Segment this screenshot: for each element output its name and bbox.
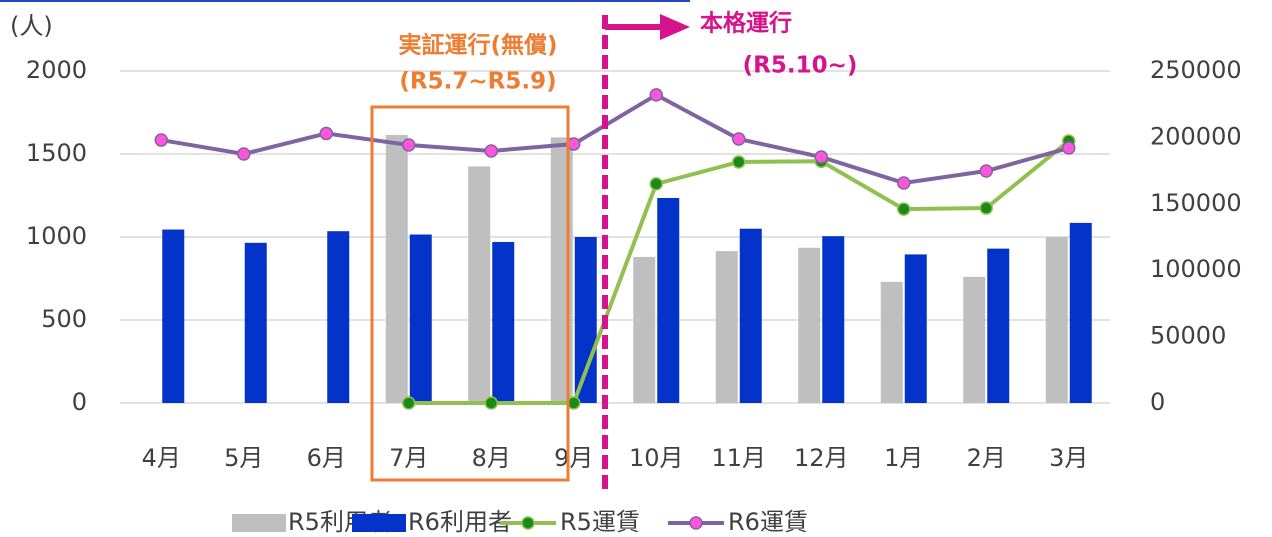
- bar: [798, 247, 821, 403]
- y2-tick-label: 50000: [1150, 322, 1226, 350]
- line: [160, 92, 1070, 185]
- bar: [409, 234, 432, 403]
- line-marker: [897, 176, 911, 190]
- y2-tick-label: 100000: [1150, 255, 1242, 283]
- bar: [963, 276, 986, 403]
- annotation-text: 本格運行: [700, 10, 792, 37]
- bar: [327, 231, 350, 403]
- line-marker: [732, 155, 746, 169]
- line-marker: [567, 396, 581, 410]
- line-marker: [732, 132, 746, 146]
- line-marker: [154, 133, 168, 147]
- line-marker: [567, 137, 581, 151]
- bar: [244, 242, 267, 403]
- x-tick-label: 10月: [629, 444, 684, 472]
- y-unit-label: (人): [10, 12, 53, 40]
- x-tick-label: 12月: [794, 444, 849, 472]
- annotation-text: (R5.10~): [743, 53, 858, 79]
- annotation-text: 実証運行(無償): [398, 32, 557, 59]
- annotation-box: [370, 105, 570, 482]
- line-marker: [649, 88, 663, 102]
- x-tick-label: 4月: [142, 444, 181, 472]
- x-tick-label: 3月: [1049, 444, 1088, 472]
- arrow-head: [660, 14, 690, 40]
- line-marker: [814, 150, 828, 164]
- line-marker: [1062, 141, 1076, 155]
- y-tick-label: 1000: [26, 222, 87, 250]
- bar: [987, 248, 1010, 403]
- line-marker: [402, 138, 416, 152]
- legend-label: R6運賃: [728, 508, 808, 536]
- x-tick-label: 7月: [389, 444, 428, 472]
- line-marker: [237, 147, 251, 161]
- line-marker: [897, 202, 911, 216]
- legend-swatch: [232, 514, 286, 532]
- bar: [633, 256, 656, 403]
- y-tick-label: 0: [72, 388, 87, 416]
- line-marker: [979, 201, 993, 215]
- x-tick-label: 5月: [224, 444, 263, 472]
- bar: [822, 236, 845, 403]
- y2-tick-label: 200000: [1150, 122, 1242, 150]
- line-marker: [484, 144, 498, 158]
- bar: [492, 241, 515, 403]
- line-marker: [979, 164, 993, 178]
- line-marker: [484, 396, 498, 410]
- bar: [1045, 237, 1068, 403]
- bar: [468, 166, 491, 403]
- legend-swatch: [352, 514, 406, 532]
- bar: [904, 254, 927, 403]
- bar: [574, 237, 597, 403]
- y-tick-label: 500: [41, 305, 87, 333]
- x-tick-label: 6月: [307, 444, 346, 472]
- legend-label: R5運賃: [560, 508, 640, 536]
- bar: [715, 251, 738, 403]
- y2-tick-label: 250000: [1150, 56, 1242, 84]
- bar: [880, 281, 903, 403]
- line-marker: [319, 126, 333, 141]
- legend-label: R6利用者: [408, 508, 512, 536]
- bar: [162, 229, 185, 403]
- bar: [657, 197, 680, 403]
- y2-tick-label: 0: [1150, 388, 1165, 416]
- bar: [385, 134, 408, 403]
- y2-tick-label: 150000: [1150, 189, 1242, 217]
- line-marker: [402, 396, 416, 410]
- y-tick-label: 2000: [26, 56, 87, 84]
- x-tick-label: 2月: [967, 444, 1006, 472]
- line-marker: [649, 177, 663, 191]
- x-tick-label: 8月: [472, 444, 511, 472]
- legend-marker: [521, 516, 535, 530]
- x-tick-label: 9月: [554, 444, 593, 472]
- legend-marker: [689, 516, 703, 530]
- bar: [739, 228, 762, 403]
- x-tick-label: 1月: [884, 444, 923, 472]
- annotation-text: (R5.7~R5.9): [399, 69, 556, 95]
- bar: [1069, 222, 1092, 403]
- y-tick-label: 1500: [26, 139, 87, 167]
- x-tick-label: 11月: [711, 444, 766, 472]
